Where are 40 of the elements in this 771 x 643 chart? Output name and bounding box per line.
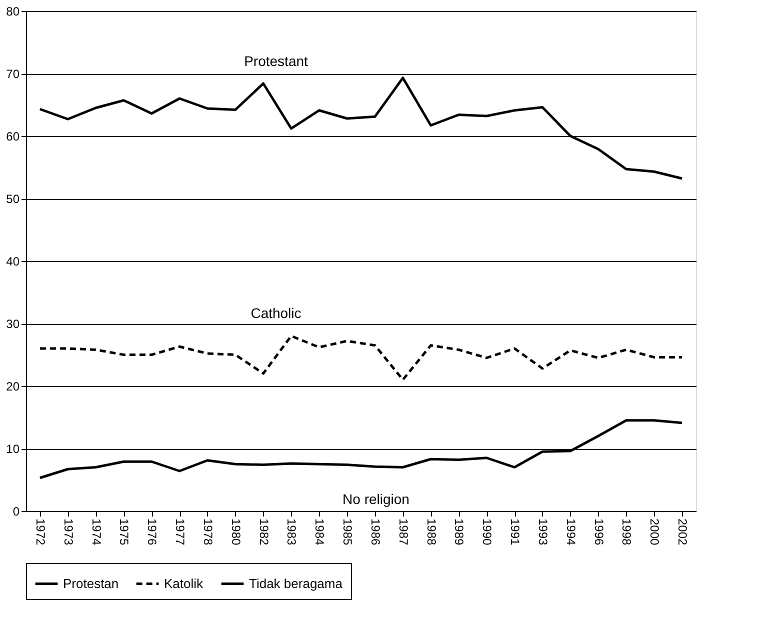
x-tick-label: 1990 — [480, 518, 494, 546]
annotation: Catholic — [250, 305, 302, 321]
x-tick-label: 1977 — [173, 518, 188, 546]
x-tick-label: 1974 — [89, 518, 104, 546]
x-tick-label: 1988 — [424, 518, 438, 546]
x-tick-label: 1975 — [117, 518, 132, 546]
x-tick-label: 1973 — [61, 518, 76, 546]
x-tick-label: 1978 — [200, 518, 215, 546]
annotation: No religion — [342, 491, 410, 507]
x-tick-label: 2000 — [648, 518, 662, 546]
x-tick-label: 2002 — [676, 518, 690, 546]
x-tick-label: 1972 — [33, 518, 48, 546]
legend-label: Katolik — [164, 576, 204, 591]
annotation: Protestant — [244, 53, 308, 69]
x-tick-label: 1996 — [592, 518, 606, 546]
x-tick-label: 1983 — [284, 518, 299, 546]
y-tick-label: 50 — [6, 192, 20, 206]
x-tick-label: 1982 — [256, 518, 271, 546]
y-tick-label: 70 — [6, 67, 20, 81]
x-tick-label: 1987 — [396, 518, 410, 546]
x-tick-label: 1984 — [312, 518, 327, 546]
y-tick-label: 40 — [6, 254, 20, 268]
x-tick-label: 1986 — [368, 518, 382, 546]
x-tick-label: 1989 — [452, 518, 466, 546]
y-tick-label: 60 — [6, 130, 20, 144]
x-tick-label: 1985 — [340, 518, 355, 546]
x-tick-label: 1994 — [564, 518, 578, 546]
x-tick-label: 1991 — [508, 518, 522, 546]
y-tick-label: 0 — [12, 504, 20, 518]
y-tick-label: 80 — [6, 4, 20, 18]
x-tick-label: 1980 — [228, 518, 243, 546]
y-tick-label: 30 — [6, 317, 20, 331]
y-tick-label: 10 — [6, 442, 20, 456]
x-tick-label: 1998 — [620, 518, 634, 546]
x-tick-label: 1976 — [145, 518, 160, 546]
y-tick-label: 20 — [6, 380, 20, 394]
legend-label: Protestan — [63, 576, 119, 591]
line-series — [38, 334, 684, 381]
x-tick-label: 1993 — [536, 518, 550, 546]
legend-label: Tidak beragama — [249, 576, 344, 591]
